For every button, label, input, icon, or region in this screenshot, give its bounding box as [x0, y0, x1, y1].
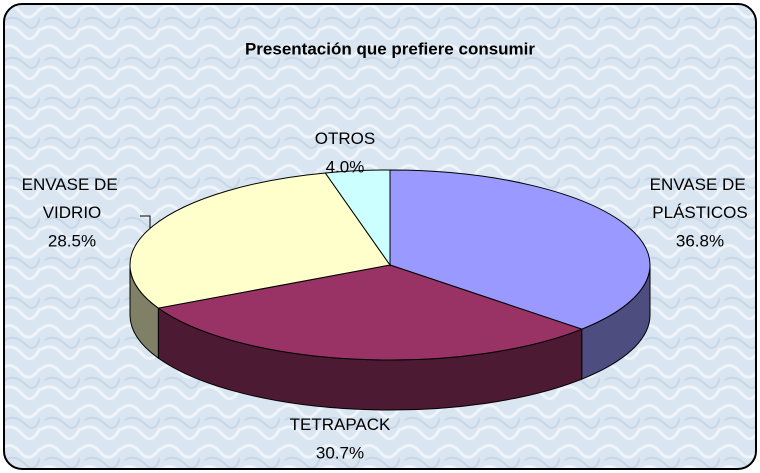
data-label-category: OTROS — [315, 129, 375, 148]
data-label-value: 30.7% — [316, 443, 364, 462]
data-label-value: 4.0% — [326, 157, 365, 176]
chart-title: Presentación que prefiere consumir — [245, 39, 535, 58]
data-label-value: 28.5% — [48, 231, 96, 250]
pie-slice — [129, 172, 391, 309]
data-label-value: 36.8% — [676, 231, 724, 250]
data-label-category: TETRAPACK — [290, 415, 391, 434]
pie-slice — [324, 169, 391, 267]
data-label-category: ENVASE DE PLÁSTICOS — [650, 175, 751, 222]
pie-slice — [389, 169, 651, 330]
data-label-category: ENVASE DE VIDRIO — [22, 175, 123, 222]
